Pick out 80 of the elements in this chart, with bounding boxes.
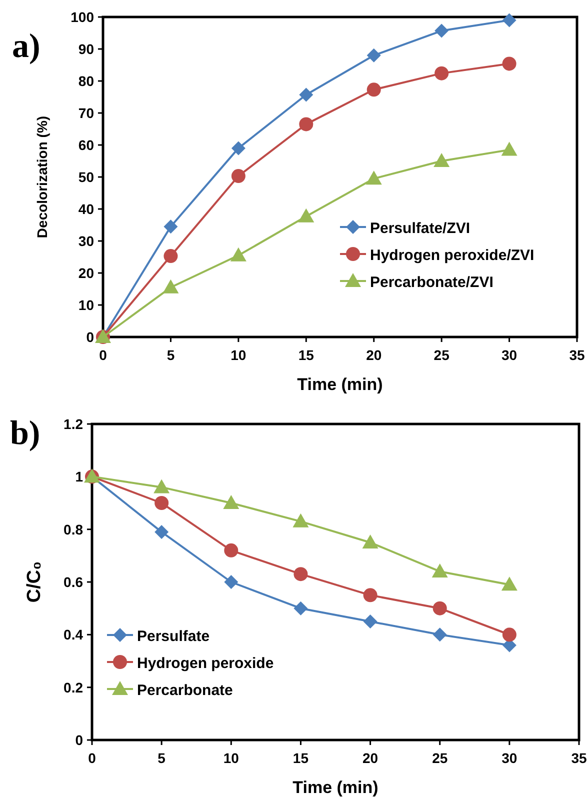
point — [363, 588, 378, 602]
y-tick-label: 80 — [78, 73, 94, 89]
point — [230, 247, 246, 262]
point — [294, 567, 308, 582]
y-tick-label: 0 — [75, 732, 84, 748]
y-tick-label: 10 — [78, 297, 94, 313]
y-tick-label: 0.8 — [64, 521, 84, 538]
point — [432, 628, 447, 642]
x-tick-label: 5 — [158, 750, 166, 766]
chart-title: a) — [12, 28, 40, 65]
x-axis-title: Time (min) — [292, 778, 378, 797]
y-axis-title: C/C₀ — [24, 561, 45, 603]
legend-label: Persulfate — [137, 628, 210, 645]
point — [363, 614, 378, 628]
point — [501, 142, 518, 156]
point — [292, 513, 309, 528]
x-tick-label: 0 — [99, 347, 108, 363]
point — [154, 496, 169, 510]
point — [432, 563, 448, 578]
point — [299, 88, 314, 102]
point — [501, 576, 518, 591]
y-tick-label: 0.4 — [64, 626, 84, 643]
point — [434, 153, 450, 167]
point — [224, 543, 238, 558]
y-tick-label: 0.6 — [64, 574, 84, 590]
point — [298, 208, 314, 222]
point — [231, 141, 246, 156]
point — [154, 479, 170, 494]
point — [434, 66, 449, 80]
x-tick-label: 20 — [362, 750, 378, 766]
point — [164, 220, 178, 234]
legend-label: Hydrogen peroxide/ZVI — [370, 247, 534, 264]
legend-label: Hydrogen peroxide — [137, 655, 274, 672]
point — [223, 495, 240, 509]
y-tick-label: 1 — [75, 468, 84, 485]
legend-label: Percarbonate — [137, 682, 233, 699]
y-tick-label: 1.2 — [64, 416, 84, 432]
y-tick-label: 20 — [78, 265, 94, 281]
y-tick-label: 40 — [78, 201, 94, 217]
x-tick-label: 35 — [569, 347, 585, 363]
y-tick-label: 90 — [78, 41, 94, 57]
point — [434, 24, 449, 38]
chart-title: b) — [10, 415, 40, 452]
point — [432, 601, 447, 616]
x-tick-label: 15 — [298, 347, 314, 363]
x-tick-label: 20 — [366, 347, 382, 363]
point — [154, 524, 169, 539]
point — [164, 249, 178, 264]
point — [299, 117, 314, 132]
point — [162, 279, 179, 294]
x-tick-label: 30 — [501, 347, 518, 363]
x-tick-label: 30 — [502, 750, 518, 766]
point — [502, 13, 516, 28]
legend-label: Percarbonate/ZVI — [370, 274, 494, 291]
y-tick-label: 70 — [78, 105, 94, 121]
y-tick-label: 60 — [78, 137, 94, 153]
legend-label: Persulfate/ZVI — [370, 220, 470, 237]
x-tick-label: 5 — [166, 347, 175, 363]
point — [224, 575, 238, 589]
y-tick-label: 30 — [78, 233, 94, 249]
x-tick-label: 10 — [223, 750, 240, 766]
x-tick-label: 25 — [432, 750, 448, 766]
x-tick-label: 10 — [230, 347, 246, 363]
point — [502, 628, 516, 642]
point — [366, 48, 381, 62]
point — [294, 601, 308, 616]
x-tick-label: 25 — [434, 347, 450, 363]
y-tick-label: 100 — [70, 9, 94, 25]
point — [502, 56, 516, 71]
y-tick-label: 0.2 — [64, 679, 84, 696]
y-tick-label: 50 — [78, 169, 94, 185]
point — [366, 82, 381, 97]
y-axis-title: Decolorization (%) — [34, 116, 50, 238]
point — [366, 170, 382, 185]
point — [231, 169, 246, 184]
y-tick-label: 0 — [86, 329, 94, 345]
point — [362, 534, 378, 548]
x-tick-label: 15 — [292, 750, 309, 766]
x-tick-label: 35 — [571, 750, 587, 766]
x-axis-title: Time (min) — [297, 375, 383, 394]
